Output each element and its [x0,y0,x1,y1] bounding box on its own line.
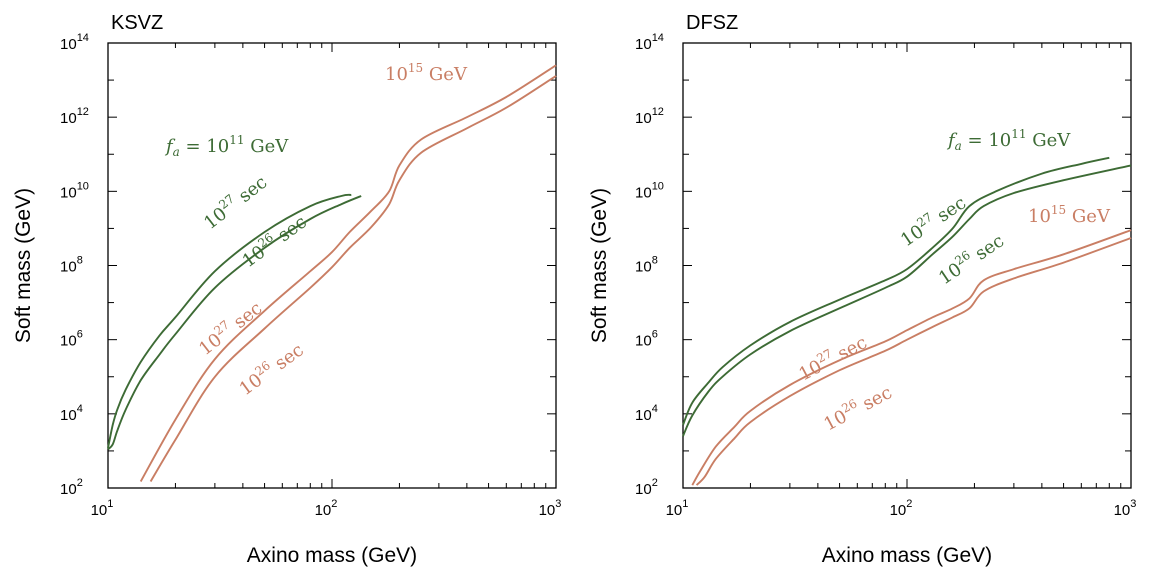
panel-title: KSVZ [111,12,163,34]
series-line [139,64,557,482]
x-tick-label: 103 [1114,498,1137,519]
ksvz-panel: KSVZ 101 102 103 102 104 106 108 1010 1012 1014 Axi… [12,12,561,567]
curve-annotation: 1026 sec [819,380,896,436]
curve-annotation: fa = 1011 GeV [164,133,289,159]
series-line [682,164,1132,437]
x-tick-label: 101 [91,498,114,519]
y-tick-label: 108 [635,255,658,276]
series-line [107,195,362,451]
series-line [691,229,1132,486]
series-line [149,75,557,482]
curve-annotation: 1015 GeV [385,61,468,85]
y-tick-label: 1014 [635,32,664,53]
y-tick-label: 106 [635,329,658,350]
curve-annotation: fa = 1011 GeV [946,127,1071,153]
dfsz-panel: DFSZ 101 102 103 102 104 106 108 1010 1012 1014 Axi… [588,12,1136,567]
x-tick-label: 103 [539,498,562,519]
panel-title: DFSZ [686,12,738,34]
curve-annotation: 1027 sec [198,170,271,234]
y-tick-label: 1014 [60,32,89,53]
y-tick-label: 106 [60,329,83,350]
y-tick-label: 108 [60,255,83,276]
y-tick-label: 104 [60,403,83,424]
x-axis-label: Axino mass (GeV) [822,544,992,567]
x-tick-label: 102 [315,498,338,519]
y-tick-label: 102 [635,477,658,498]
x-tick-label: 101 [666,498,689,519]
curve-annotation: 1015 GeV [1028,203,1111,227]
y-axis-label: Soft mass (GeV) [588,188,611,343]
y-tick-label: 102 [60,477,83,498]
curve-annotation: 1027 sec [794,330,871,386]
y-tick-label: 1012 [60,106,89,127]
x-axis-label: Axino mass (GeV) [247,544,417,567]
curve-annotation: 1027 sec [193,296,266,360]
y-tick-label: 1010 [635,180,664,201]
series-line [107,193,352,449]
series-line [682,156,1110,426]
y-axis-label: Soft mass (GeV) [12,188,35,343]
series-line [695,237,1132,486]
curve-annotation: 1026 sec [237,209,311,272]
y-tick-label: 1010 [60,180,89,201]
y-tick-label: 104 [635,403,658,424]
y-tick-label: 1012 [635,106,664,127]
x-tick-label: 102 [890,498,913,519]
